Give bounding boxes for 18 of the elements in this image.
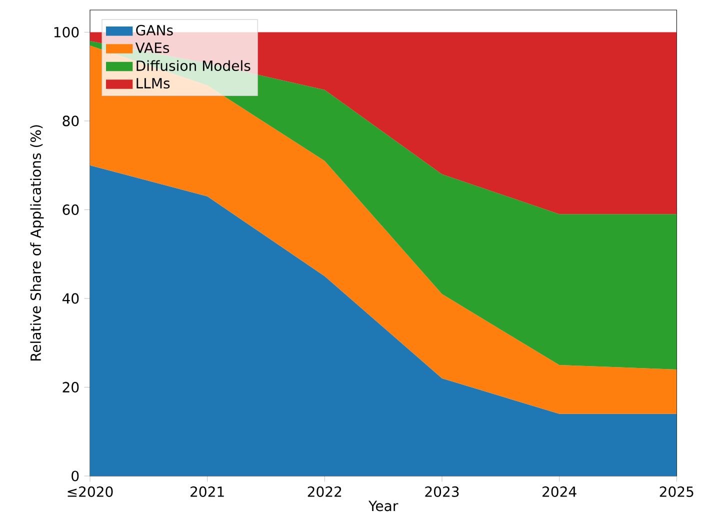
y-tick-label: 40 xyxy=(62,293,79,304)
x-tick-label: 2024 xyxy=(542,486,576,497)
x-tick-label: 2022 xyxy=(308,486,342,497)
y-tick-label: 20 xyxy=(62,382,79,393)
y-axis-title: Relative Share of Applications (%) xyxy=(30,125,44,361)
legend-label: Diffusion Models xyxy=(136,60,250,71)
x-tick-label: 2021 xyxy=(190,486,224,497)
legend-label: GANs xyxy=(136,24,173,36)
y-tick-label: 60 xyxy=(62,204,79,215)
y-tick-label: 100 xyxy=(54,26,79,38)
y-tick-label: 0 xyxy=(72,470,79,482)
x-tick-label: 2023 xyxy=(425,486,459,497)
y-tick-label: 80 xyxy=(62,116,79,126)
x-axis-title: Year xyxy=(368,500,398,512)
legend-label: LLMs xyxy=(136,78,170,89)
legend-label: VAEs xyxy=(135,42,170,54)
x-tick-label: ≤2020 xyxy=(68,486,113,497)
x-tick-label: 2025 xyxy=(660,486,694,497)
